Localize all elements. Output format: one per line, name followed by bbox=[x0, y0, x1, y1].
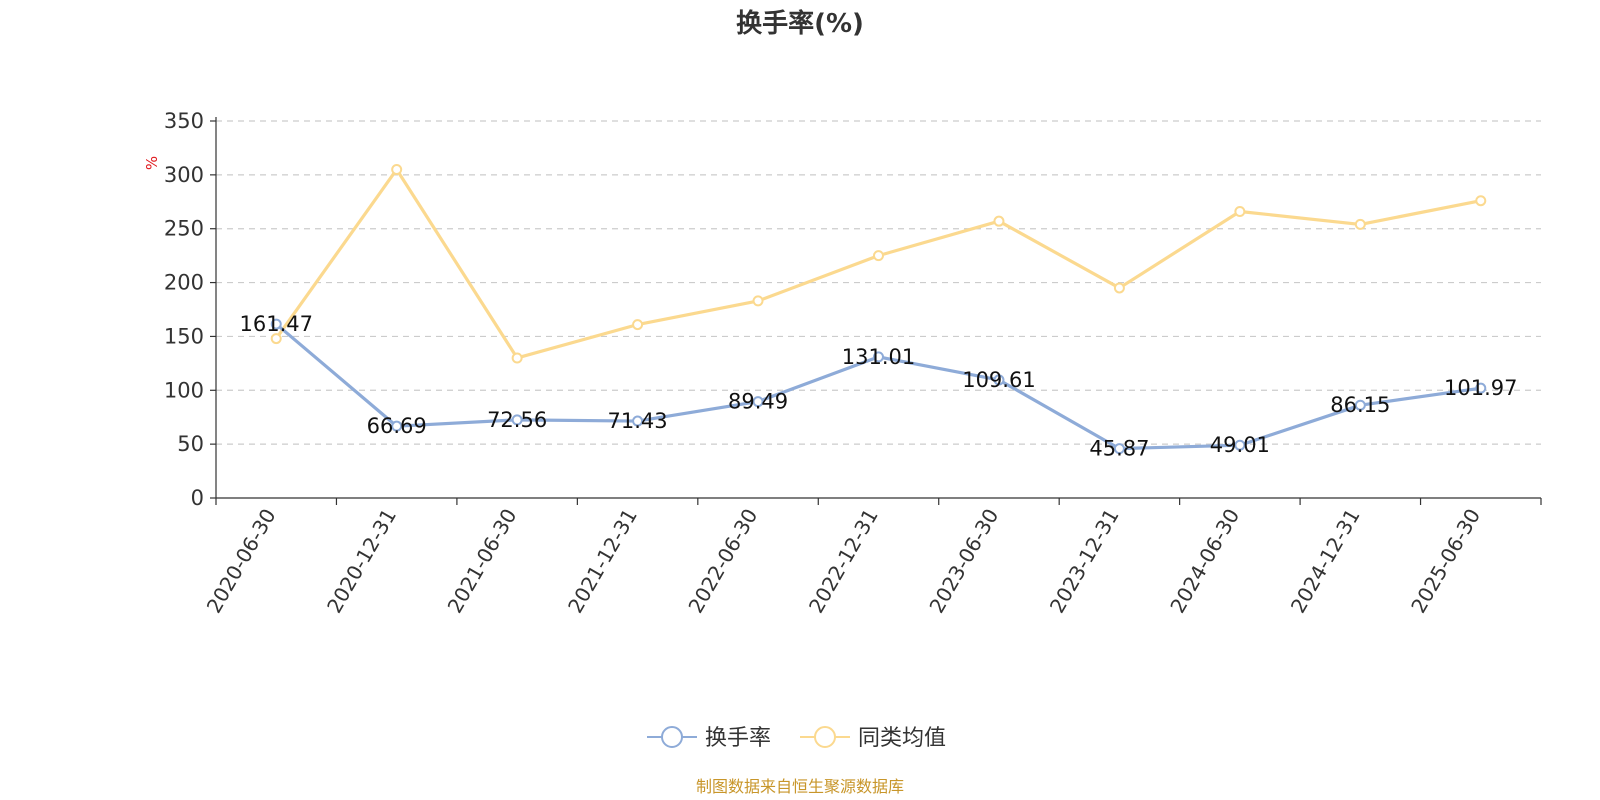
series-point bbox=[1354, 399, 1366, 411]
y-axis-unit: % bbox=[143, 156, 161, 170]
series-point bbox=[1475, 195, 1487, 207]
data-label: 72.56 bbox=[487, 408, 547, 432]
series-line bbox=[275, 322, 1481, 451]
y-tick-label: 50 bbox=[177, 432, 204, 456]
data-label: 49.01 bbox=[1210, 433, 1270, 457]
legend[interactable]: 换手率 同类均值 bbox=[647, 726, 946, 751]
data-label: 161.47 bbox=[239, 312, 312, 336]
x-axis: 2020-06-30 2020-12-31 2021-06-30 2021-12-31… bbox=[202, 497, 1542, 618]
series-point bbox=[1234, 439, 1246, 451]
x-tick-label: 2022-06-30 bbox=[683, 505, 762, 618]
series-point bbox=[752, 295, 764, 307]
chart-title: 换手率(%) bbox=[736, 8, 864, 39]
data-labels: 161.47 66.69 72.56 71.43 89.49 131.01 109.61 45… bbox=[239, 312, 1517, 461]
series-point bbox=[993, 374, 1005, 386]
series-layer bbox=[270, 163, 1487, 455]
series-line bbox=[274, 167, 1482, 360]
x-tick-label: 2024-06-30 bbox=[1165, 505, 1244, 618]
x-tick-label: 2020-06-30 bbox=[202, 505, 281, 618]
y-tick-label: 350 bbox=[164, 109, 204, 133]
series-point bbox=[1354, 218, 1366, 230]
series-point bbox=[511, 352, 523, 364]
series-point bbox=[1113, 282, 1125, 294]
series-point bbox=[752, 396, 764, 408]
series-point bbox=[873, 351, 884, 363]
data-label: 109.61 bbox=[962, 368, 1035, 392]
legend-swatch-marker bbox=[814, 726, 836, 748]
data-label: 89.49 bbox=[728, 390, 788, 414]
x-tick-label: 2022-12-31 bbox=[804, 505, 883, 618]
y-tick-label: 200 bbox=[164, 271, 204, 295]
series-point bbox=[632, 415, 644, 427]
series-point bbox=[1113, 443, 1125, 455]
x-tick-label: 2023-06-30 bbox=[924, 505, 1003, 618]
x-tick-label: 2021-12-31 bbox=[563, 505, 642, 618]
series-point bbox=[873, 250, 884, 262]
y-tick-label: 250 bbox=[164, 217, 204, 241]
legend-item[interactable]: 同类均值 bbox=[800, 726, 946, 751]
data-label: 45.87 bbox=[1089, 437, 1149, 461]
series-point bbox=[391, 163, 403, 175]
series-point bbox=[1234, 205, 1246, 217]
data-label: 131.01 bbox=[842, 345, 915, 369]
series-point bbox=[270, 318, 282, 330]
data-label: 71.43 bbox=[608, 409, 668, 433]
x-tick-label: 2023-12-31 bbox=[1045, 505, 1124, 618]
series-point bbox=[1475, 382, 1487, 394]
series-point bbox=[391, 420, 403, 432]
y-tick-label: 150 bbox=[164, 324, 204, 348]
x-tick-label: 2021-06-30 bbox=[443, 505, 522, 618]
series-point bbox=[511, 414, 523, 426]
data-label: 86.15 bbox=[1330, 393, 1390, 417]
legend-label: 同类均值 bbox=[858, 726, 946, 751]
series-point bbox=[632, 319, 644, 331]
legend-item[interactable]: 换手率 bbox=[647, 726, 771, 751]
x-tick-label: 2020-12-31 bbox=[322, 505, 401, 618]
x-tick-label: 2025-06-30 bbox=[1406, 505, 1485, 618]
data-label: 66.69 bbox=[367, 414, 427, 438]
y-tick-label: 100 bbox=[164, 378, 204, 402]
grid-lines bbox=[216, 120, 1541, 445]
data-source-note: 制图数据来自恒生聚源数据库 bbox=[696, 777, 904, 796]
data-label: 101.97 bbox=[1444, 376, 1517, 400]
series-point bbox=[270, 333, 282, 345]
y-tick-label: 0 bbox=[191, 486, 204, 510]
legend-swatch-marker bbox=[661, 726, 683, 748]
series-point bbox=[993, 215, 1005, 227]
x-tick-label: 2024-12-31 bbox=[1286, 505, 1365, 618]
legend-label: 换手率 bbox=[705, 726, 771, 751]
y-tick-label: 300 bbox=[164, 163, 204, 187]
y-axis: 0 50 100 150 200 250 300 350 bbox=[164, 109, 217, 510]
